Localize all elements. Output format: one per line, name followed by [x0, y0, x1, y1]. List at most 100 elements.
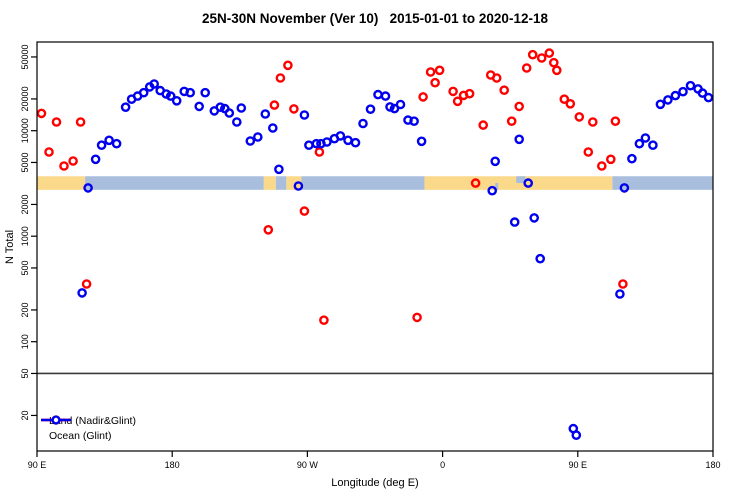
data-point-ocean	[335, 131, 346, 141]
data-point-ocean	[77, 288, 87, 298]
data-point-land	[319, 315, 329, 326]
data-point-land	[610, 116, 621, 126]
data-point-ocean	[640, 133, 651, 143]
data-point-ocean	[571, 430, 582, 441]
y-tick-label: 20	[20, 410, 30, 420]
data-point-land	[425, 67, 436, 77]
data-point-ocean	[350, 137, 361, 148]
data-point-ocean	[224, 108, 235, 118]
legend-label-ocean: Ocean (Glint)	[49, 430, 112, 442]
data-point-ocean	[267, 123, 278, 133]
data-point-ocean	[104, 135, 114, 146]
data-point-land	[583, 147, 594, 157]
y-tick-label: 2000	[20, 194, 30, 214]
data-point-ocean	[627, 153, 637, 164]
data-point-ocean	[194, 101, 204, 112]
data-point-ocean	[260, 109, 271, 119]
data-point-ocean	[615, 289, 625, 299]
data-point-ocean	[299, 110, 310, 120]
chart-title: 25N-30N November (Ver 10) 2015-01-01 to …	[202, 11, 548, 26]
data-point-land	[44, 147, 54, 157]
data-point-land	[275, 73, 286, 83]
y-tick-label: 200	[20, 302, 30, 317]
data-point-land	[81, 279, 92, 289]
legend-label-land: Land (Nadir&Glint)	[49, 415, 136, 427]
data-point-ocean	[165, 91, 176, 101]
data-point-land	[514, 101, 525, 112]
data-point-ocean	[678, 86, 688, 97]
data-point-land	[430, 77, 440, 88]
legend-item-ocean: Ocean (Glint)	[40, 415, 136, 444]
data-point-ocean	[634, 138, 645, 149]
data-point-land	[549, 57, 559, 68]
data-point-ocean	[663, 95, 673, 105]
y-tick-label: 20000	[20, 86, 30, 111]
data-point-land	[565, 99, 576, 109]
data-point-land	[289, 104, 299, 114]
data-point-ocean	[380, 91, 391, 101]
data-point-land	[299, 206, 310, 216]
data-point-land	[606, 154, 616, 165]
data-point-ocean	[90, 154, 101, 165]
data-point-ocean	[509, 217, 520, 227]
data-point-ocean	[215, 102, 226, 112]
data-point-ocean	[523, 178, 534, 188]
data-point-ocean	[685, 80, 696, 91]
data-point-land	[544, 48, 555, 58]
data-point-ocean	[655, 99, 666, 110]
data-point-ocean	[365, 104, 376, 114]
map-band-ocean	[612, 176, 713, 190]
map-band-notch-ocean	[516, 176, 526, 184]
data-point-land	[263, 224, 274, 235]
data-point-land	[506, 116, 517, 126]
data-point-land	[588, 117, 598, 127]
data-point-land	[75, 117, 86, 127]
y-tick-label: 100	[20, 334, 30, 349]
data-point-ocean	[245, 136, 256, 146]
data-point-land	[478, 120, 489, 130]
map-band-land	[263, 176, 276, 190]
x-tick-label: 90 E	[569, 460, 588, 470]
data-point-ocean	[274, 164, 284, 175]
data-point-ocean	[373, 89, 383, 100]
data-point-land	[618, 279, 628, 289]
data-point-ocean	[535, 253, 546, 264]
data-point-land	[434, 65, 445, 76]
data-point-land	[536, 53, 547, 63]
data-point-ocean	[670, 90, 681, 101]
data-point-ocean	[120, 102, 131, 112]
data-point-land	[448, 86, 458, 97]
data-point-land	[418, 92, 428, 102]
legend: Land (Nadir&Glint) Ocean (Glint)	[40, 414, 136, 444]
data-point-ocean	[385, 102, 395, 112]
y-tick-label: 50000	[20, 44, 30, 69]
data-point-ocean	[619, 183, 630, 193]
data-point-ocean	[703, 92, 714, 103]
data-point-land	[269, 100, 280, 110]
x-tick-label: 180	[705, 460, 720, 470]
data-point-ocean	[358, 118, 368, 129]
data-point-ocean	[111, 138, 122, 149]
data-point-ocean	[697, 88, 708, 98]
data-point-land	[59, 161, 69, 171]
data-point-ocean	[138, 87, 149, 98]
y-tick-label: 50	[20, 368, 30, 378]
data-point-land	[552, 65, 562, 76]
data-point-ocean	[409, 116, 419, 126]
data-point-ocean	[171, 96, 182, 106]
data-point-land	[51, 117, 62, 127]
data-point-ocean	[96, 140, 107, 150]
data-point-ocean	[231, 117, 242, 127]
data-point-ocean	[322, 137, 332, 147]
map-band-ocean	[275, 176, 287, 190]
y-tick-label: 500	[20, 260, 30, 275]
data-point-ocean	[416, 136, 427, 147]
data-point-land	[470, 178, 481, 188]
data-point-ocean	[648, 140, 658, 150]
data-point-ocean	[149, 79, 159, 89]
data-point-land	[491, 73, 502, 83]
y-tick-label: 5000	[20, 152, 30, 172]
x-tick-label: 90 W	[297, 460, 319, 470]
map-band-ocean	[85, 176, 264, 190]
